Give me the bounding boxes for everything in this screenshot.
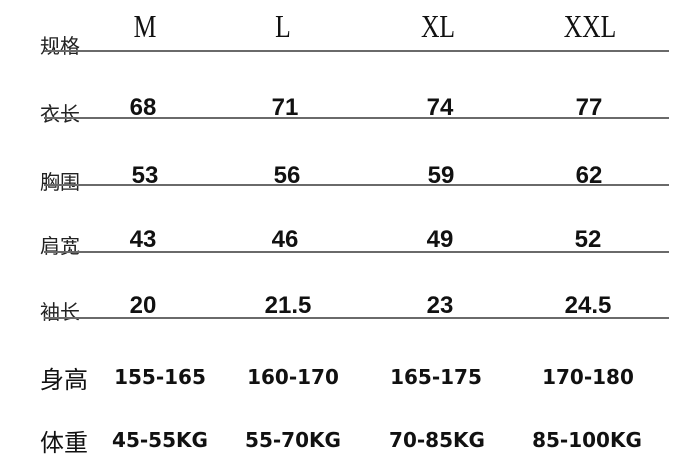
divider [44,184,669,186]
row-label: 肩宽 [40,234,80,258]
row-sleeve: 袖长 20 21.5 23 24.5 [0,286,690,326]
cell: 21.5 [264,292,312,319]
cell: 68 [129,94,157,121]
cell: 155-165 [114,365,206,389]
cell: 45-55KG [112,428,208,452]
divider [44,50,669,52]
cell: 77 [575,94,603,121]
cell: 160-170 [247,365,339,389]
cell: 43 [129,226,157,253]
cell: 52 [574,226,602,253]
cell: 23 [426,292,454,319]
divider [44,317,669,319]
cell: 46 [271,226,299,253]
row-weight: 体重 45-55KG 55-70KG 70-85KG 85-100KG [0,419,690,459]
row-label: 身高 [40,366,88,394]
header-label: 规格 [40,34,80,58]
cell: 55-70KG [245,428,341,452]
cell: 165-175 [390,365,482,389]
divider [44,251,669,253]
row-label: 袖长 [40,300,80,324]
row-chest: 胸围 53 56 59 62 [0,156,690,196]
divider [44,117,669,119]
cell: 74 [426,94,454,121]
row-label: 胸围 [40,170,80,194]
cell: 20 [129,292,157,319]
row-length: 衣长 68 71 74 77 [0,88,690,128]
size-xxl: XXL [563,8,617,44]
size-m: M [133,8,157,44]
header-row: 规格 M L XL XXL [0,8,690,58]
row-label: 衣长 [40,102,80,126]
row-label: 体重 [40,429,88,457]
size-l: L [275,8,291,44]
cell: 49 [426,226,454,253]
row-height: 身高 155-165 160-170 165-175 170-180 [0,356,690,396]
cell: 71 [271,94,299,121]
row-shoulder: 肩宽 43 46 49 52 [0,220,690,260]
size-xl: XL [420,8,456,44]
cell: 85-100KG [532,428,642,452]
cell: 24.5 [564,292,612,319]
cell: 70-85KG [389,428,485,452]
cell: 170-180 [542,365,634,389]
